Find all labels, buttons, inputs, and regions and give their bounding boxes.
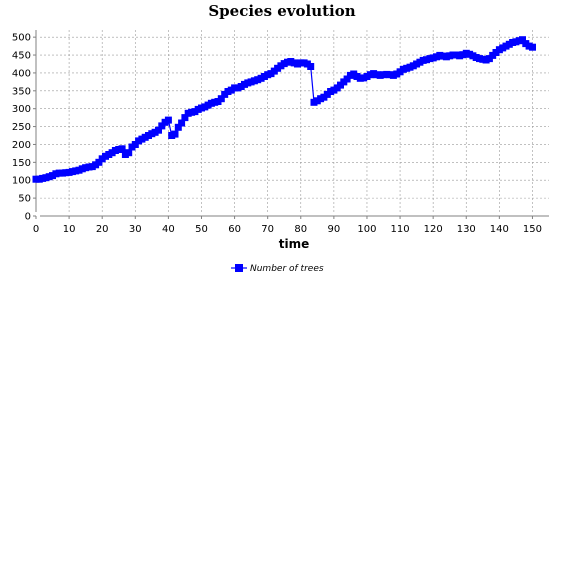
grid-lines	[40, 30, 549, 217]
data-point	[181, 114, 189, 122]
y-tick-label: 150	[12, 158, 31, 169]
x-tick-label: 60	[228, 224, 241, 235]
y-tick-label: 500	[12, 33, 31, 44]
chart-title: Species evolution	[208, 2, 355, 20]
data-point	[164, 116, 172, 124]
x-tick-label: 40	[162, 224, 175, 235]
data-point	[155, 126, 162, 134]
x-tick-label: 30	[129, 224, 142, 235]
legend-label: Number of trees	[250, 264, 324, 274]
x-tick-label: 140	[490, 224, 509, 235]
data-point	[131, 141, 139, 148]
data-point	[307, 63, 315, 70]
x-tick-label: 90	[328, 224, 341, 235]
data-point	[158, 122, 166, 130]
x-tick-label: 20	[96, 224, 109, 235]
x-tick-label: 130	[457, 224, 476, 235]
x-tick-label: 0	[33, 224, 39, 235]
x-tick-label: 100	[357, 224, 376, 235]
data-point	[343, 75, 351, 83]
x-tick-label: 10	[63, 224, 76, 235]
data-point	[118, 145, 126, 153]
data-point	[217, 95, 225, 103]
legend: Number of trees	[231, 264, 324, 274]
series-layer	[32, 36, 536, 183]
legend-marker-swatch	[235, 264, 243, 272]
data-point	[519, 36, 526, 44]
y-tick-label: 450	[12, 51, 31, 62]
y-tick-label: 250	[12, 122, 31, 133]
data-point	[125, 149, 133, 157]
y-tick-label: 300	[12, 104, 31, 115]
x-tick-label: 80	[294, 224, 307, 235]
y-tick-label: 200	[12, 140, 31, 151]
x-tick-label: 70	[261, 224, 274, 235]
y-tick-label: 350	[12, 86, 31, 97]
y-tick-label: 400	[12, 68, 31, 79]
data-point	[174, 123, 182, 131]
x-tick-label: 120	[424, 224, 443, 235]
data-point	[178, 119, 186, 127]
x-tick-label: 150	[523, 224, 542, 235]
y-tick-label: 0	[25, 212, 31, 223]
x-axis-title: time	[279, 237, 310, 251]
data-point	[529, 43, 536, 51]
x-tick-label: 110	[391, 224, 410, 235]
y-tick-label: 100	[12, 176, 31, 187]
x-tick-label: 50	[195, 224, 208, 235]
tick-labels: 0 10 20 30 40 50 60 70 80 90 100 110 120 130 140 150 0 50…	[12, 33, 542, 235]
y-tick-label: 50	[18, 194, 31, 205]
data-point	[171, 130, 179, 138]
